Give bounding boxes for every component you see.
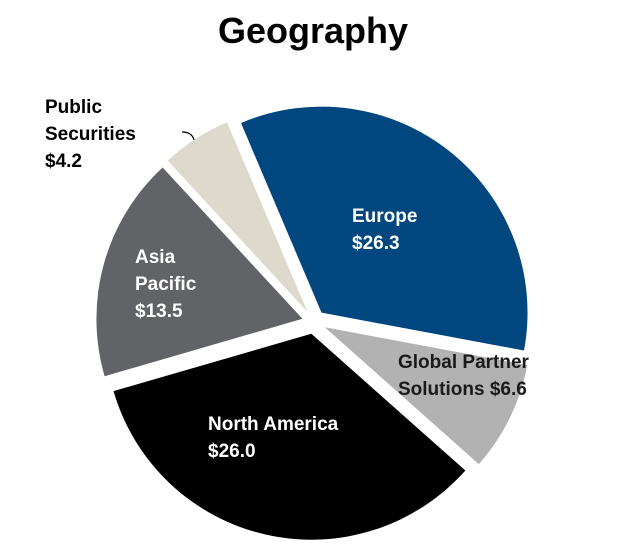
leader-line: [181, 131, 195, 141]
pie-slice: [241, 106, 528, 351]
slice-label: North America $26.0: [208, 411, 388, 465]
value-label: $26.3: [352, 233, 400, 254]
value-label: $13.5: [135, 301, 183, 322]
value-label: $4.2: [45, 151, 82, 172]
slice-label: Europe $26.3: [352, 203, 472, 257]
value-label: $6.6: [489, 379, 527, 400]
category-label: Asia Pacific: [135, 247, 197, 295]
pie-slice: [167, 122, 308, 312]
pie-slice: [324, 327, 528, 465]
category-label: Public Securities: [45, 97, 136, 145]
slice-label: Public Securities $4.2: [45, 94, 155, 175]
category-label: North America: [208, 414, 339, 435]
category-label: Europe: [352, 206, 418, 227]
slice-label: Global Partner Solutions $6.6: [398, 349, 563, 403]
pie-slice: [113, 333, 466, 540]
category-label: Global Partner Solutions: [398, 352, 529, 400]
pie-slice: [96, 167, 303, 377]
slice-label: Asia Pacific $13.5: [135, 244, 215, 325]
chart-title: Geography: [217, 10, 409, 51]
value-label: $26.0: [208, 441, 256, 462]
